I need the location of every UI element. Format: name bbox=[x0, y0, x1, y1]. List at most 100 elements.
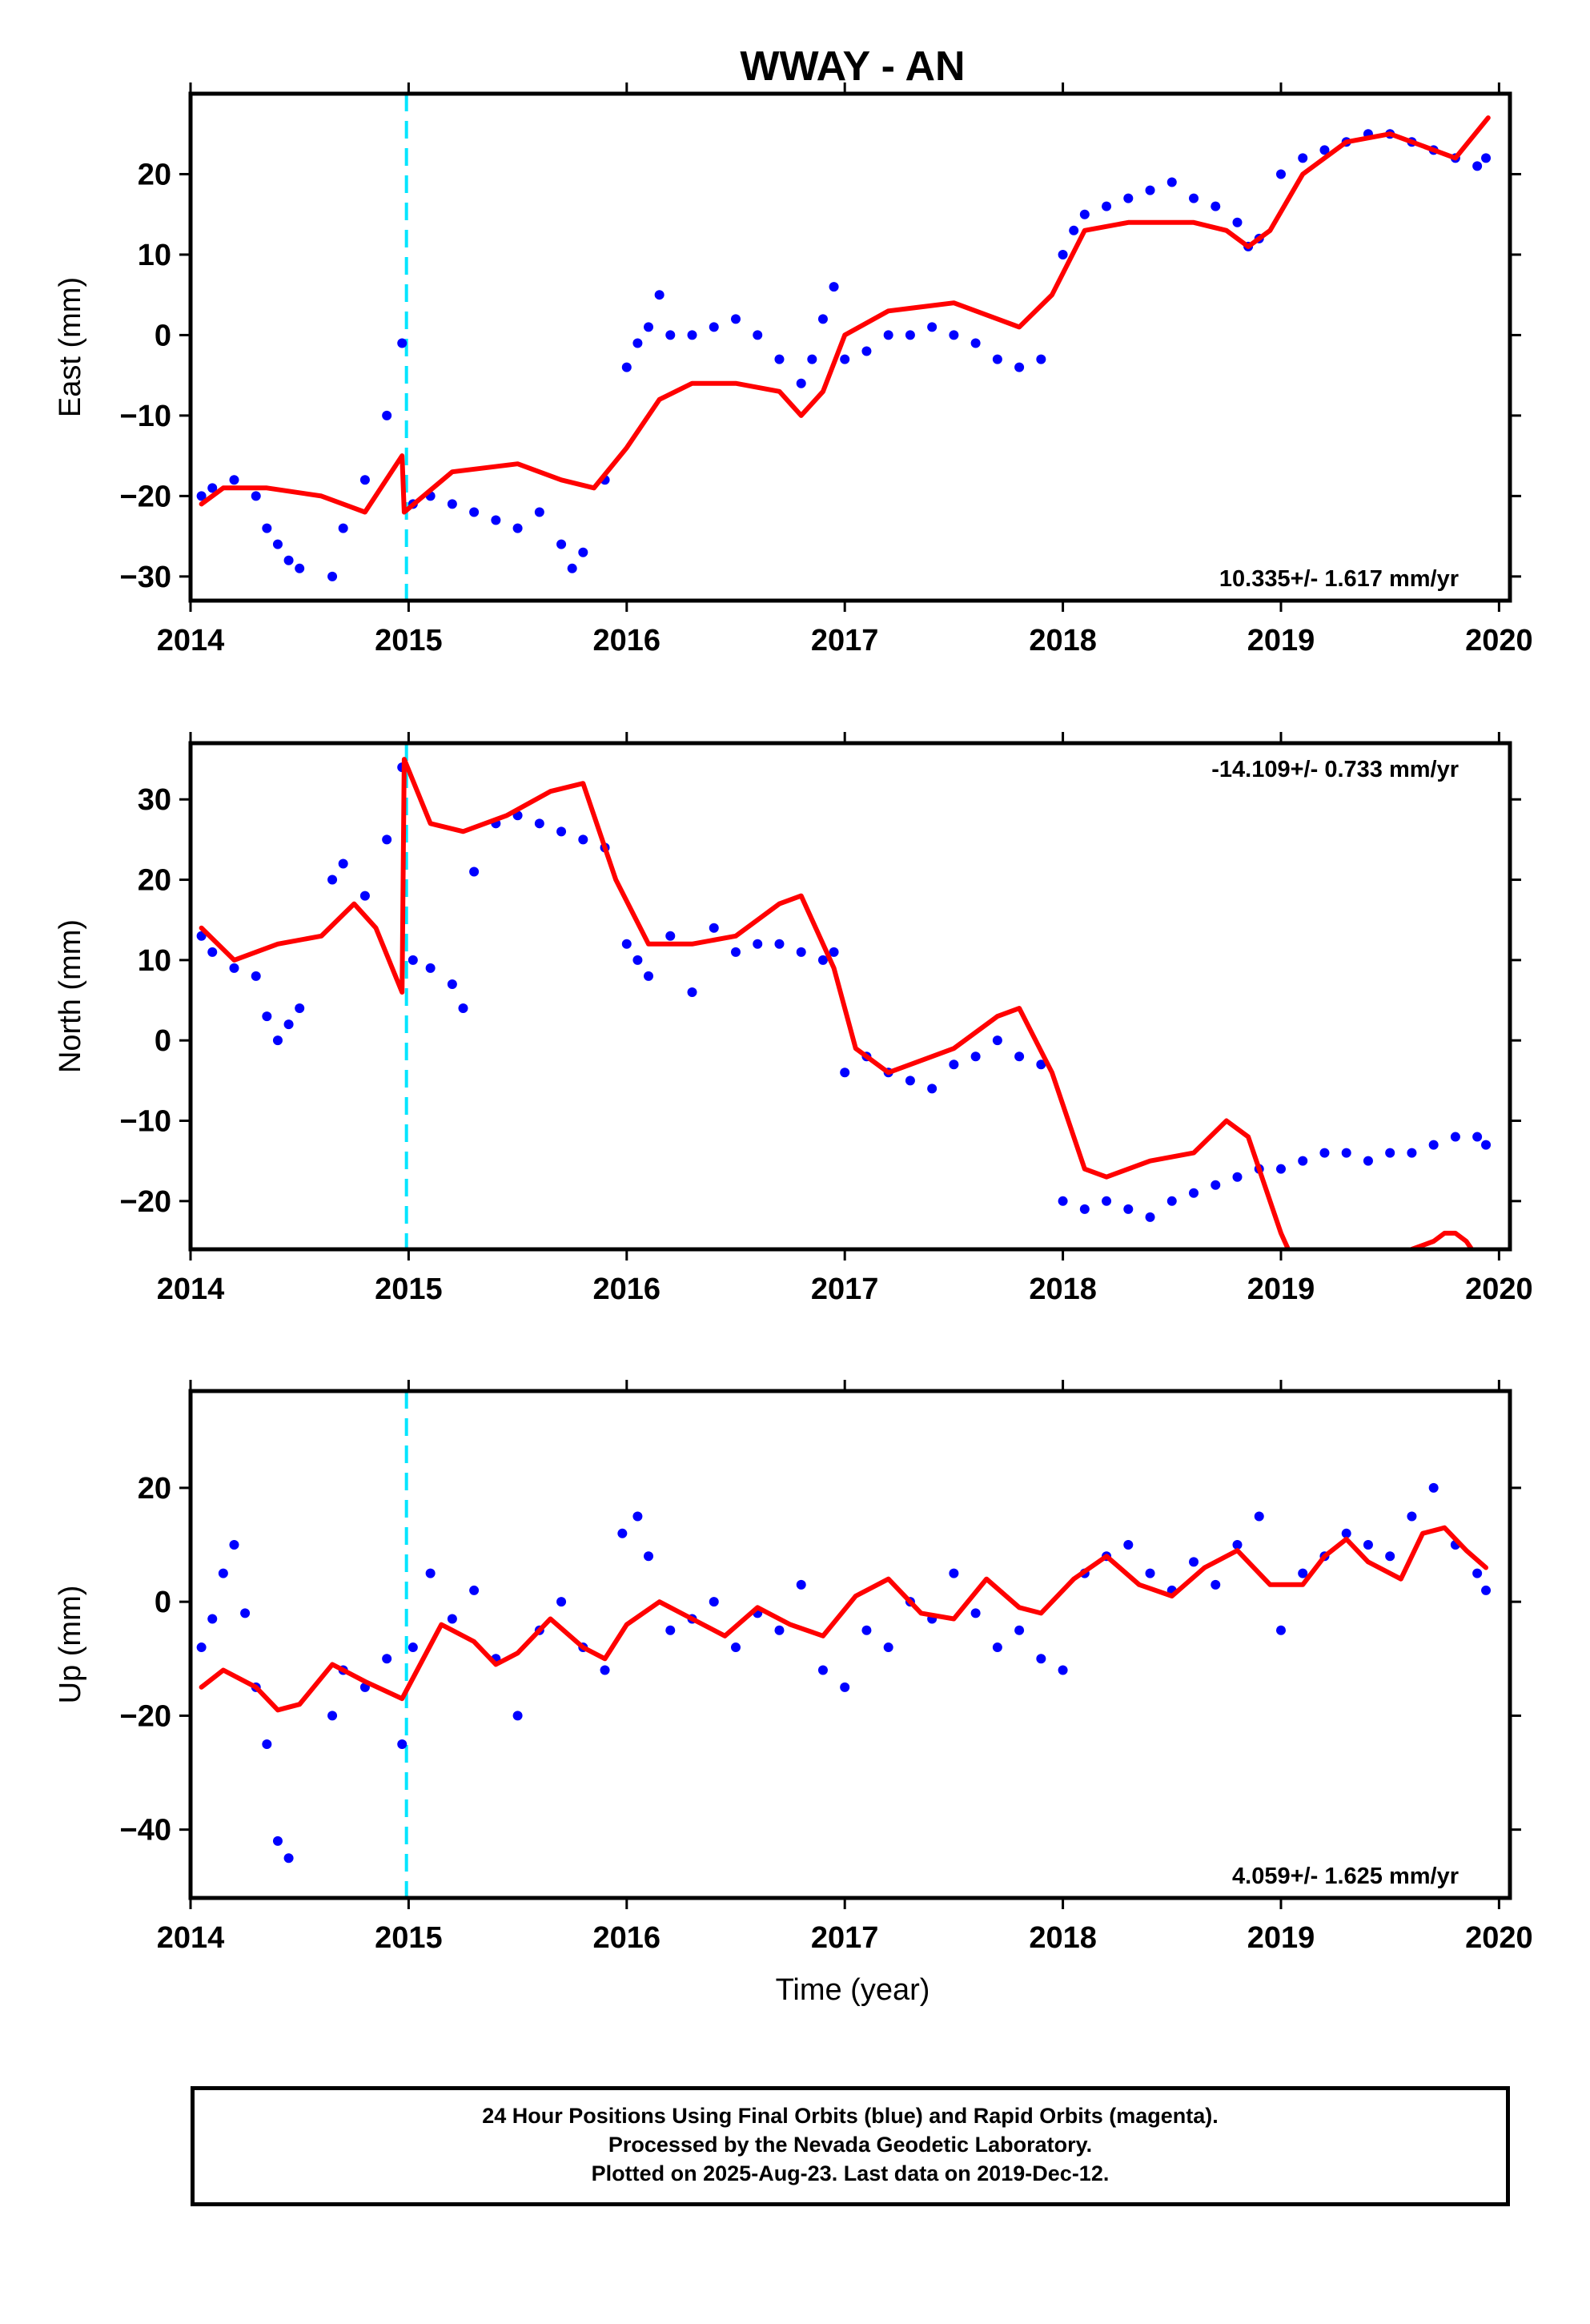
data-point bbox=[1069, 225, 1079, 235]
model-fit-line bbox=[199, 757, 1291, 1249]
data-point bbox=[1102, 1196, 1112, 1206]
x-tick-label: 2020 bbox=[1465, 1921, 1533, 1955]
data-point bbox=[654, 290, 665, 300]
data-point bbox=[644, 971, 654, 981]
data-point bbox=[251, 971, 261, 981]
data-point bbox=[283, 1853, 294, 1864]
data-point bbox=[556, 826, 567, 837]
x-tick-label: 2020 bbox=[1465, 1273, 1533, 1306]
x-tick-label: 2016 bbox=[593, 1921, 661, 1955]
x-tick-label: 2018 bbox=[1029, 1273, 1097, 1306]
data-point bbox=[796, 1579, 806, 1590]
data-point bbox=[397, 338, 408, 348]
data-point bbox=[272, 1835, 283, 1846]
plot-area bbox=[196, 757, 1492, 1249]
data-point bbox=[861, 346, 872, 356]
data-point bbox=[262, 1011, 272, 1022]
data-point bbox=[1407, 1511, 1417, 1522]
x-tick-label: 2017 bbox=[811, 1273, 879, 1306]
data-point bbox=[382, 1654, 392, 1664]
data-point bbox=[1254, 1511, 1264, 1522]
data-point bbox=[327, 571, 338, 581]
data-point bbox=[817, 314, 828, 324]
data-point bbox=[359, 891, 370, 901]
data-point bbox=[327, 1711, 338, 1721]
data-point bbox=[1014, 362, 1025, 372]
data-point bbox=[730, 314, 741, 324]
data-point bbox=[1232, 217, 1243, 227]
data-point bbox=[927, 1084, 938, 1094]
data-point bbox=[1298, 1156, 1308, 1166]
data-point bbox=[632, 338, 643, 348]
data-point bbox=[262, 1739, 272, 1749]
data-point bbox=[1319, 1148, 1330, 1158]
data-point bbox=[338, 858, 348, 869]
panel-east: 2014 2015 2016 2017 2018 2019 2020 −30 −20 −10 0 10… bbox=[54, 82, 1533, 657]
data-point bbox=[397, 1739, 408, 1749]
data-point bbox=[556, 539, 567, 549]
data-point bbox=[970, 338, 981, 348]
data-point bbox=[512, 1711, 523, 1721]
data-point bbox=[534, 818, 544, 829]
data-point bbox=[425, 1568, 436, 1578]
data-point bbox=[229, 475, 239, 485]
footer-line-3: Plotted on 2025-Aug-23. Last data on 201… bbox=[591, 2161, 1110, 2185]
y-tick-label: −20 bbox=[120, 1185, 171, 1219]
data-point bbox=[949, 1568, 959, 1578]
data-point bbox=[1298, 153, 1308, 163]
data-point bbox=[207, 1614, 218, 1624]
y-tick-label: 20 bbox=[138, 864, 171, 898]
data-point bbox=[408, 955, 418, 965]
data-point bbox=[196, 1642, 207, 1653]
data-point bbox=[272, 539, 283, 549]
data-point bbox=[1036, 1059, 1046, 1070]
x-tick-label: 2020 bbox=[1465, 624, 1533, 657]
data-point bbox=[1275, 1625, 1286, 1635]
data-point bbox=[283, 1019, 294, 1030]
data-point bbox=[1385, 1551, 1395, 1562]
x-tick-label: 2017 bbox=[811, 1921, 879, 1955]
x-tick-label: 2018 bbox=[1029, 1921, 1097, 1955]
data-point bbox=[992, 354, 1002, 364]
data-point bbox=[600, 1665, 610, 1675]
data-point bbox=[218, 1568, 228, 1578]
x-tick-label: 2016 bbox=[593, 624, 661, 657]
data-point bbox=[796, 378, 806, 388]
data-point bbox=[1166, 1196, 1177, 1206]
data-point bbox=[1189, 1557, 1199, 1567]
data-point bbox=[796, 947, 806, 957]
data-point bbox=[1363, 1156, 1373, 1166]
y-tick-label: 20 bbox=[138, 158, 171, 191]
model-fit-line bbox=[1409, 1230, 1475, 1249]
data-point bbox=[283, 555, 294, 565]
data-point bbox=[251, 491, 261, 501]
y-tick-label: −10 bbox=[120, 1104, 171, 1138]
data-point bbox=[1407, 1148, 1417, 1158]
y-axis-title: East (mm) bbox=[54, 277, 87, 417]
x-tick-label: 2014 bbox=[157, 1273, 225, 1306]
data-point bbox=[829, 947, 839, 957]
data-point bbox=[883, 330, 893, 340]
data-point bbox=[905, 1076, 915, 1086]
data-point bbox=[1275, 169, 1286, 179]
x-axis-title: Time (year) bbox=[776, 1973, 930, 2007]
data-point bbox=[534, 507, 544, 517]
data-point bbox=[207, 947, 218, 957]
data-point bbox=[861, 1625, 872, 1635]
panels-layer: 2014 2015 2016 2017 2018 2019 2020−30−20−10010… bbox=[54, 82, 1533, 1955]
data-point bbox=[774, 354, 785, 364]
data-point bbox=[1211, 1180, 1221, 1190]
data-point bbox=[632, 955, 643, 965]
y-axis-title: Up (mm) bbox=[54, 1586, 87, 1704]
data-point bbox=[1123, 193, 1134, 203]
model-fit-line bbox=[199, 1525, 1488, 1713]
plot-area bbox=[196, 115, 1492, 581]
data-point bbox=[1363, 1540, 1373, 1550]
data-point bbox=[1123, 1540, 1134, 1550]
data-point bbox=[1211, 201, 1221, 211]
data-point bbox=[687, 987, 697, 997]
y-tick-label: 20 bbox=[138, 1472, 171, 1506]
data-point bbox=[240, 1608, 251, 1618]
panel-up: 2014 2015 2016 2017 2018 2019 2020 −40 −20 0 20 Up … bbox=[54, 1380, 1533, 1955]
data-point bbox=[1481, 1585, 1492, 1595]
